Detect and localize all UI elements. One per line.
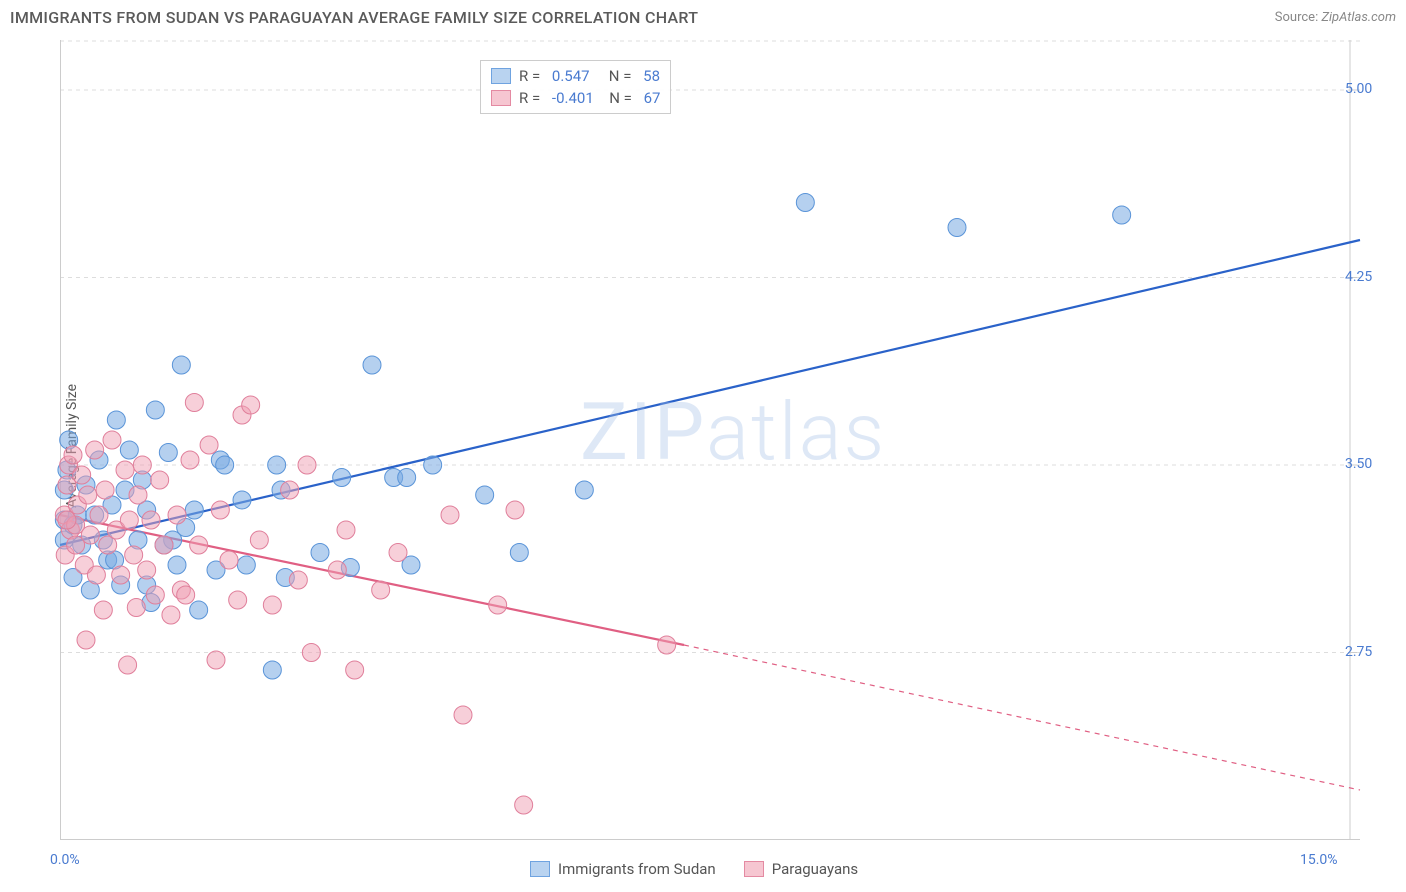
- legend-swatch: [491, 90, 511, 106]
- stat-n-label: N =: [602, 89, 636, 107]
- bottom-legend: Immigrants from Sudan Paraguayans: [530, 860, 858, 878]
- stat-n-value: 67: [644, 89, 661, 107]
- stat-n-value: 58: [643, 67, 660, 85]
- y-tick-label: 3.50: [1345, 456, 1372, 472]
- stat-n-label: N =: [598, 67, 636, 85]
- bottom-legend-item: Immigrants from Sudan: [530, 860, 716, 878]
- x-tick-left: 0.0%: [50, 852, 80, 868]
- stat-r-value: -0.401: [552, 89, 594, 107]
- source-name: ZipAtlas.com: [1321, 10, 1396, 25]
- y-tick-label: 2.75: [1345, 644, 1372, 660]
- scatter-plot: [50, 40, 1370, 840]
- chart-header: IMMIGRANTS FROM SUDAN VS PARAGUAYAN AVER…: [10, 8, 1396, 27]
- stats-legend-row: R = -0.401 N = 67: [491, 87, 660, 109]
- x-tick-right: 15.0%: [1300, 852, 1338, 868]
- legend-label: Immigrants from Sudan: [558, 860, 716, 878]
- legend-swatch: [530, 861, 550, 877]
- stat-r-value: 0.547: [552, 67, 590, 85]
- chart-area: ZIPatlas R = 0.547 N = 58R = -0.401 N = …: [50, 40, 1370, 840]
- legend-swatch: [744, 861, 764, 877]
- legend-label: Paraguayans: [772, 860, 858, 878]
- stats-legend: R = 0.547 N = 58R = -0.401 N = 67: [480, 60, 671, 114]
- chart-source: Source: ZipAtlas.com: [1275, 10, 1396, 25]
- chart-title: IMMIGRANTS FROM SUDAN VS PARAGUAYAN AVER…: [10, 8, 698, 27]
- stat-r-label: R =: [519, 67, 544, 85]
- source-label: Source:: [1275, 10, 1322, 25]
- stats-legend-row: R = 0.547 N = 58: [491, 65, 660, 87]
- bottom-legend-item: Paraguayans: [744, 860, 858, 878]
- stat-r-label: R =: [519, 89, 544, 107]
- y-tick-label: 4.25: [1345, 269, 1372, 285]
- y-tick-label: 5.00: [1345, 81, 1372, 97]
- legend-swatch: [491, 68, 511, 84]
